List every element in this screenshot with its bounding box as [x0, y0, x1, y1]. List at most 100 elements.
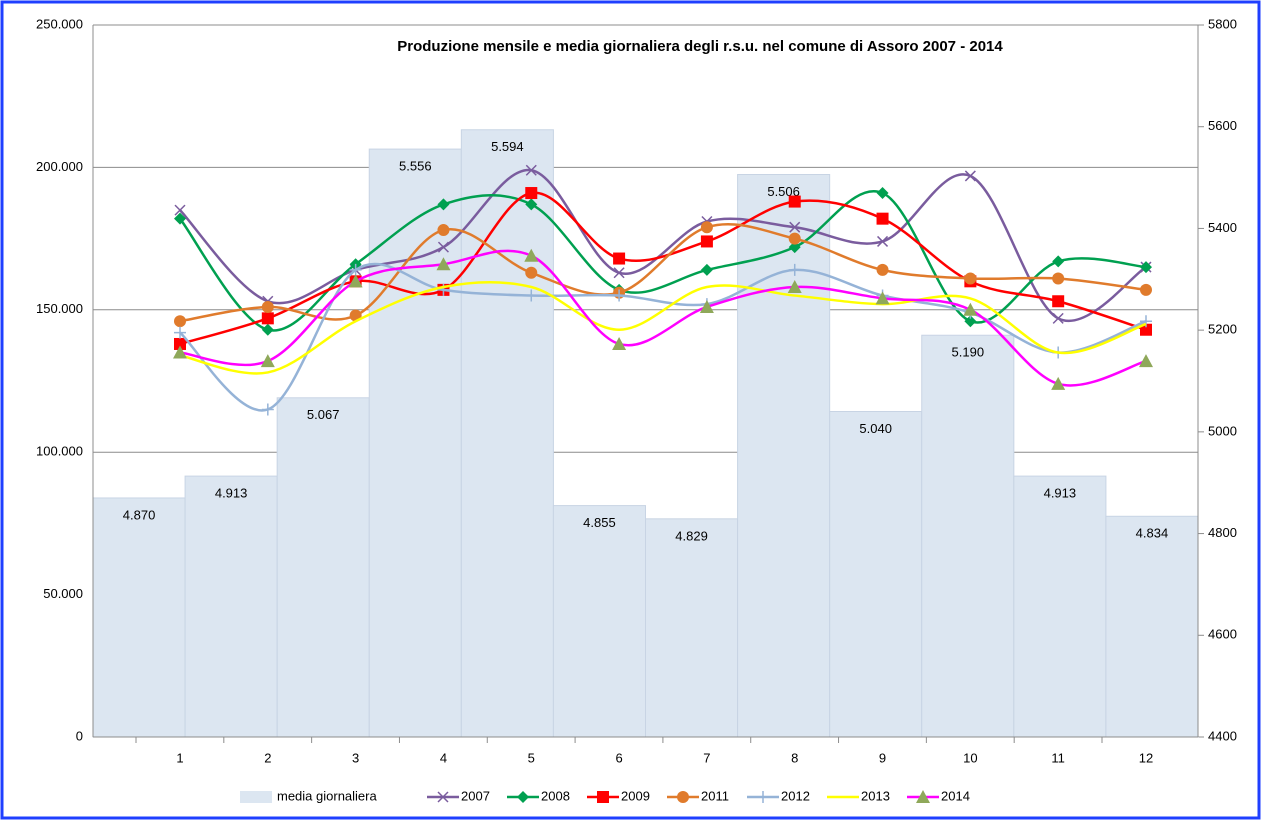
point	[788, 232, 801, 245]
point	[1051, 376, 1066, 390]
y-tick-label: 200.000	[36, 159, 83, 174]
bar-label: 4.913	[215, 486, 248, 501]
point	[1140, 261, 1152, 274]
x-tick-label: 7	[703, 750, 710, 765]
point	[437, 198, 450, 211]
y-tick-label: 150.000	[36, 301, 83, 316]
y2-tick-label: 5200	[1208, 322, 1237, 337]
point	[699, 299, 714, 313]
chart-title: Produzione mensile e media giornaliera d…	[397, 38, 1003, 55]
point	[700, 263, 713, 276]
point	[613, 252, 626, 265]
point	[788, 241, 801, 254]
bar-label: 4.855	[583, 515, 616, 530]
bar-label: 4.829	[675, 528, 708, 543]
bar	[737, 174, 831, 738]
point	[174, 326, 186, 339]
bar	[645, 518, 739, 738]
point	[261, 312, 274, 325]
bar-label: 4.913	[1044, 486, 1077, 501]
point	[349, 263, 362, 276]
line	[179, 249, 1147, 387]
y2-tick-label: 4400	[1208, 728, 1237, 743]
point	[963, 302, 978, 316]
point	[1052, 312, 1064, 324]
x-tick-label: 9	[879, 750, 886, 765]
legend-label: media giornaliera	[277, 788, 377, 803]
point	[261, 323, 274, 336]
x-tick-label: 2	[264, 750, 271, 765]
point	[1052, 295, 1065, 308]
point	[964, 170, 976, 182]
y2-tick-label: 4600	[1208, 627, 1237, 642]
y2-tick-label: 5800	[1208, 16, 1237, 31]
point	[700, 221, 713, 234]
legend-marker	[517, 791, 529, 803]
x-tick-label: 12	[1139, 750, 1153, 765]
point	[260, 354, 275, 368]
point	[174, 204, 186, 216]
legend-label: 2009	[621, 788, 650, 803]
y2-tick-label: 5000	[1208, 423, 1237, 438]
legend-label: 2014	[941, 788, 970, 803]
bar-label: 5.594	[491, 139, 524, 154]
legend-label: 2007	[461, 788, 490, 803]
y2-tick-label: 4800	[1208, 525, 1237, 540]
point	[877, 235, 889, 247]
y-tick-label: 0	[76, 728, 83, 743]
point	[525, 164, 537, 176]
bar-label: 5.067	[307, 407, 340, 422]
point	[700, 235, 713, 248]
legend-swatch	[240, 791, 272, 803]
bar-label: 5.556	[399, 159, 432, 174]
y2-tick-label: 5600	[1208, 118, 1237, 133]
legend-marker	[916, 790, 930, 803]
point	[964, 315, 977, 328]
bar	[276, 397, 370, 738]
point	[174, 337, 186, 350]
y2-tick-label: 5400	[1208, 220, 1237, 235]
point	[525, 266, 538, 279]
point	[436, 257, 451, 271]
bar	[1013, 475, 1107, 738]
legend-label: 2012	[781, 788, 810, 803]
bar	[368, 148, 462, 738]
point	[1052, 255, 1065, 268]
point	[437, 241, 449, 253]
point	[613, 289, 626, 302]
point	[1139, 354, 1153, 368]
point	[876, 212, 889, 225]
point	[437, 224, 450, 237]
bar	[552, 505, 647, 738]
x-tick-label: 3	[352, 750, 359, 765]
point	[261, 300, 274, 313]
point	[525, 198, 538, 211]
y-tick-label: 250.000	[36, 16, 83, 31]
point	[524, 248, 539, 262]
bar-label: 5.506	[767, 184, 800, 199]
point	[173, 345, 187, 359]
point	[876, 187, 889, 200]
legend-marker	[597, 791, 609, 803]
point	[876, 263, 889, 276]
point	[174, 315, 186, 328]
bar-label: 4.834	[1136, 526, 1169, 541]
bar-label: 5.040	[859, 421, 892, 436]
x-tick-label: 5	[528, 750, 535, 765]
x-tick-label: 11	[1051, 750, 1065, 765]
y-tick-label: 100.000	[36, 444, 83, 459]
point	[875, 291, 890, 305]
point	[612, 336, 627, 350]
line	[179, 280, 1147, 375]
point	[348, 274, 363, 288]
y-tick-label: 50.000	[43, 586, 83, 601]
point	[788, 195, 801, 208]
legend-label: 2011	[701, 788, 729, 803]
bar	[184, 475, 278, 738]
bar-label: 4.870	[123, 507, 156, 522]
point	[174, 212, 186, 225]
point	[1140, 323, 1152, 336]
x-tick-label: 1	[176, 750, 183, 765]
point	[1140, 283, 1152, 296]
